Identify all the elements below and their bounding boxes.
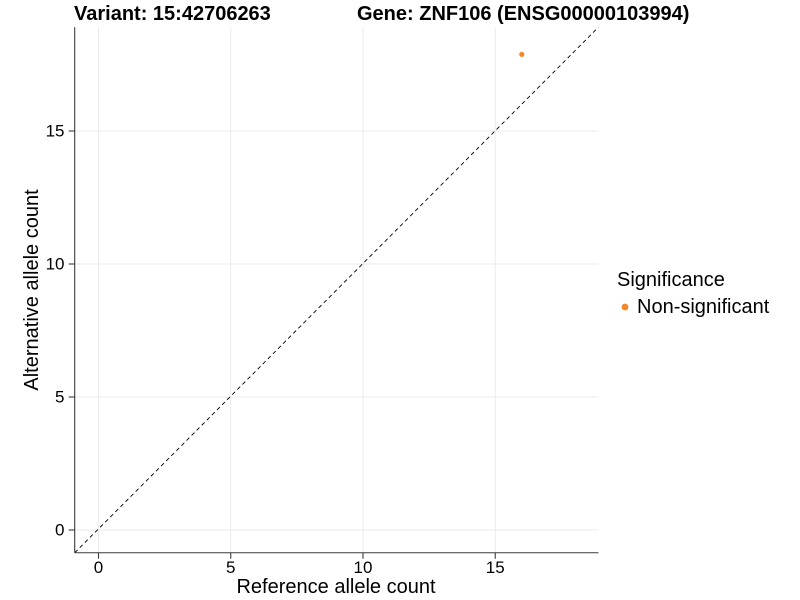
svg-text:10: 10 [354,558,373,577]
svg-text:0: 0 [55,521,64,540]
svg-text:Non-significant: Non-significant [637,296,770,318]
svg-text:0: 0 [94,558,103,577]
svg-text:15: 15 [486,558,505,577]
svg-text:15: 15 [46,122,65,141]
svg-text:10: 10 [46,255,65,274]
svg-text:5: 5 [55,388,64,407]
svg-text:Significance: Significance [617,269,725,291]
svg-text:Reference allele count: Reference allele count [236,576,435,598]
svg-text:Alternative allele count: Alternative allele count [21,189,43,391]
svg-text:5: 5 [226,558,235,577]
